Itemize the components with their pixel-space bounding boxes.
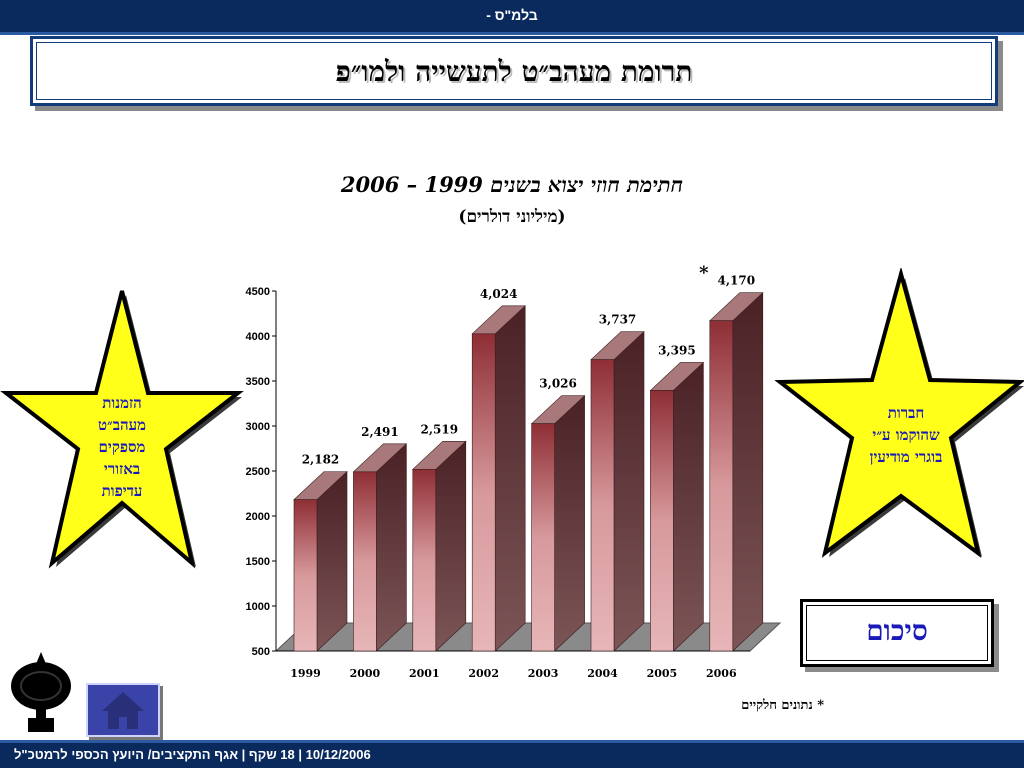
right-star-line: חברות bbox=[887, 404, 925, 422]
y-tick-label: 2000 bbox=[246, 511, 270, 523]
footer-label: 10/12/2006 | 18 שקף | אגף התקציבים/ היוע… bbox=[14, 747, 371, 762]
bar-value-label: 4,024 bbox=[480, 287, 518, 301]
y-tick-label: 1000 bbox=[246, 601, 270, 613]
partial-data-footnote: * נתונים חלקיים bbox=[741, 698, 824, 713]
partial-data-marker: * bbox=[699, 263, 709, 284]
summary-button[interactable]: סיכום bbox=[800, 599, 994, 667]
bar-value-label: 2,182 bbox=[302, 453, 340, 467]
bar-value-label: 2,519 bbox=[421, 422, 459, 436]
y-tick-label: 4000 bbox=[246, 331, 270, 343]
bar bbox=[531, 423, 555, 652]
bar bbox=[709, 320, 734, 652]
y-tick-label: 3000 bbox=[246, 421, 270, 433]
bar-value-label: 3,395 bbox=[658, 343, 696, 357]
bar-side bbox=[494, 305, 526, 652]
bar-side bbox=[435, 440, 467, 652]
summary-button-label: סיכום bbox=[866, 614, 928, 647]
y-tick-label: 1500 bbox=[246, 556, 270, 568]
y-tick-label: 2500 bbox=[246, 466, 270, 478]
bar-side bbox=[554, 394, 585, 652]
classification-label: בלמ"ס - bbox=[486, 7, 538, 23]
bar bbox=[590, 359, 615, 652]
x-tick-label: 2003 bbox=[528, 667, 559, 680]
slide-title-frame bbox=[36, 42, 992, 100]
slide-title-box: תרומת מעהב״ט לתעשייה ולמו״פ bbox=[30, 36, 998, 106]
bar-value-label: 4,170 bbox=[718, 274, 756, 288]
y-tick-label: 4500 bbox=[246, 286, 270, 298]
x-tick-label: 2004 bbox=[587, 667, 618, 680]
home-icon bbox=[102, 692, 144, 729]
bar-side bbox=[732, 292, 764, 652]
bar bbox=[650, 390, 674, 652]
bar bbox=[293, 499, 318, 652]
bar-side bbox=[613, 330, 645, 652]
left-star-line: מספקים bbox=[98, 438, 146, 456]
chart-title: חתימת חוזי יצוא בשנים 1999 – 2006 bbox=[340, 172, 684, 197]
right-star-text: חברות שהוקמו ע״י בוגרי מודיעין bbox=[836, 402, 976, 468]
x-tick-label: 1999 bbox=[290, 667, 321, 680]
bar bbox=[412, 468, 437, 652]
bar-side bbox=[376, 443, 407, 652]
left-star-line: באזורי bbox=[103, 460, 141, 478]
bar bbox=[471, 333, 496, 652]
right-star-shape bbox=[774, 268, 1024, 558]
y-tick-label: 3500 bbox=[246, 376, 270, 388]
slide-title: תרומת מעהב״ט לתעשייה ולמו״פ bbox=[335, 55, 693, 88]
x-tick-label: 2006 bbox=[706, 667, 737, 680]
home-button[interactable] bbox=[86, 683, 160, 737]
x-tick-label: 2002 bbox=[468, 667, 499, 680]
right-star-line: בוגרי מודיעין bbox=[869, 448, 943, 466]
left-star-line: עדיפות bbox=[101, 482, 143, 500]
x-tick-label: 2005 bbox=[647, 667, 678, 680]
chart-floor bbox=[274, 622, 782, 652]
left-star-line: מעהב״ט bbox=[98, 416, 146, 434]
bar-side bbox=[316, 470, 348, 652]
bar-value-label: 2,491 bbox=[361, 425, 399, 439]
bar bbox=[353, 471, 377, 652]
left-star-text: הזמנות מעהב״ט מספקים באזורי עדיפות bbox=[62, 392, 182, 502]
footer-divider bbox=[0, 740, 1024, 743]
bar-side bbox=[673, 361, 704, 652]
idf-intelligence-emblem-icon bbox=[11, 652, 71, 732]
bar-value-label: 3,737 bbox=[599, 313, 637, 327]
left-star-line: הזמנות bbox=[102, 394, 142, 412]
summary-button-frame bbox=[806, 605, 988, 661]
right-star-line: שהוקמו ע״י bbox=[872, 426, 940, 444]
header-divider bbox=[0, 32, 1024, 35]
x-tick-label: 2001 bbox=[409, 667, 440, 680]
bar-value-label: 3,026 bbox=[539, 377, 577, 391]
left-star-shape bbox=[0, 290, 244, 569]
footer-bar: 10/12/2006 | 18 שקף | אגף התקציבים/ היוע… bbox=[0, 743, 1024, 768]
x-tick-label: 2000 bbox=[350, 667, 381, 680]
chart-subtitle: (מיליוני דולרים) bbox=[458, 207, 566, 227]
header-bar: בלמ"ס - bbox=[0, 0, 1024, 32]
y-tick-label: 500 bbox=[252, 646, 270, 658]
